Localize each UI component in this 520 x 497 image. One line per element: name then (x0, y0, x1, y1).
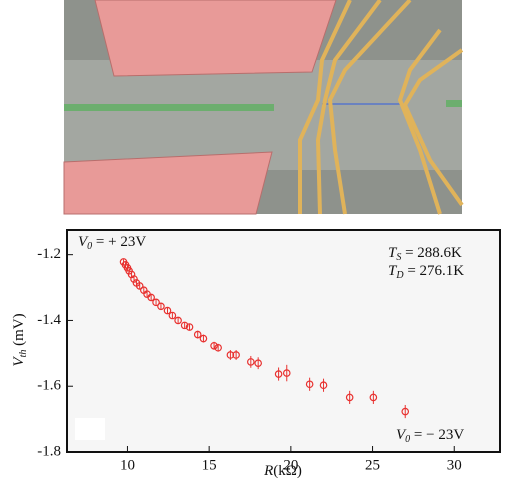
y-tick-label: -1.4 (37, 312, 61, 328)
point (152, 298, 160, 307)
annotation-symbol: T (388, 263, 398, 279)
point (193, 330, 202, 339)
annotation: TS = 288.6K (388, 245, 462, 263)
chart: 10 15 20 25 30-1.2-1.4-1.6-1.8R(kΩ)Vth (mV)V… (11, 234, 464, 479)
point (214, 343, 222, 352)
annotation-symbol: V (78, 234, 89, 250)
annotation: V0 = − 23V (396, 427, 464, 445)
annotation: V0 = + 23V (78, 234, 146, 252)
point (345, 393, 354, 402)
plot-frame (66, 229, 501, 453)
x-tick-label: 15 (202, 457, 217, 473)
point (226, 351, 235, 359)
x-tick-label: 20 (283, 457, 298, 473)
x-label: R(kΩ) (263, 463, 302, 479)
point (168, 311, 177, 320)
y-label-symbol: V (11, 356, 27, 367)
point (401, 407, 410, 416)
point (180, 321, 189, 330)
y-tick-label: -1.8 (37, 443, 61, 459)
annotation-text: = 288.6K (401, 245, 462, 261)
annotation-text: = 276.1K (404, 263, 465, 279)
point (147, 293, 155, 302)
y-tick-label: -1.2 (37, 246, 61, 262)
annotation-sub: D (395, 270, 404, 281)
annotation: TD = 276.1K (388, 263, 464, 281)
point (369, 393, 378, 402)
point (254, 359, 262, 368)
point (185, 323, 194, 331)
annotation-symbol: V (396, 427, 407, 443)
annotation-text: = + 23V (92, 234, 146, 250)
x-label-symbol: R (263, 463, 273, 479)
micrograph (63, 0, 464, 215)
annotation-text: = − 23V (410, 427, 464, 443)
point (319, 381, 328, 390)
point (232, 351, 240, 359)
annotation-sub: 0 (405, 434, 410, 445)
blank-patch (75, 418, 105, 440)
point (282, 369, 291, 377)
point (199, 334, 208, 343)
point (305, 380, 314, 389)
y-label-sub: th (18, 350, 29, 358)
y-label-text: (mV) (11, 313, 27, 349)
annotation-sub: 0 (87, 241, 92, 252)
point (210, 341, 218, 350)
point (174, 316, 182, 325)
x-label-text: (kΩ) (273, 463, 302, 479)
y-label: Vth (mV) (11, 313, 29, 366)
x-tick-label: 30 (447, 457, 462, 473)
x-tick-label: 10 (120, 457, 135, 473)
point (163, 306, 172, 315)
y-tick-label: -1.6 (37, 378, 61, 394)
annotation-symbol: T (388, 245, 398, 261)
x-tick-label: 25 (365, 457, 380, 473)
point (130, 275, 138, 283)
point (274, 370, 283, 378)
point (135, 282, 144, 290)
point (247, 358, 255, 366)
point (157, 302, 165, 311)
annotation-sub: S (396, 252, 401, 263)
